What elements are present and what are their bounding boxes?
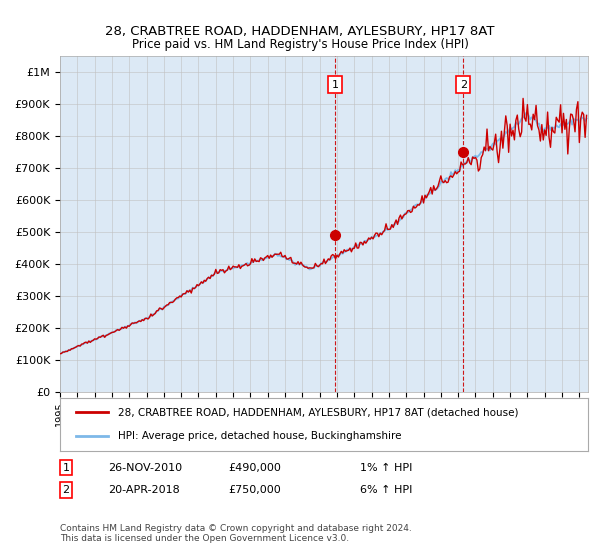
Text: 28, CRABTREE ROAD, HADDENHAM, AYLESBURY, HP17 8AT (detached house): 28, CRABTREE ROAD, HADDENHAM, AYLESBURY,… — [118, 408, 518, 418]
Text: Contains HM Land Registry data © Crown copyright and database right 2024.
This d: Contains HM Land Registry data © Crown c… — [60, 524, 412, 543]
Text: £490,000: £490,000 — [228, 463, 281, 473]
Text: 6% ↑ HPI: 6% ↑ HPI — [360, 485, 412, 495]
Text: 1% ↑ HPI: 1% ↑ HPI — [360, 463, 412, 473]
Text: 20-APR-2018: 20-APR-2018 — [108, 485, 180, 495]
Text: Price paid vs. HM Land Registry's House Price Index (HPI): Price paid vs. HM Land Registry's House … — [131, 38, 469, 50]
Text: 2: 2 — [460, 80, 467, 90]
Text: 28, CRABTREE ROAD, HADDENHAM, AYLESBURY, HP17 8AT: 28, CRABTREE ROAD, HADDENHAM, AYLESBURY,… — [105, 25, 495, 38]
Text: HPI: Average price, detached house, Buckinghamshire: HPI: Average price, detached house, Buck… — [118, 431, 401, 441]
Text: 26-NOV-2010: 26-NOV-2010 — [108, 463, 182, 473]
Text: 1: 1 — [332, 80, 339, 90]
Text: £750,000: £750,000 — [228, 485, 281, 495]
Text: 1: 1 — [62, 463, 70, 473]
Text: 2: 2 — [62, 485, 70, 495]
